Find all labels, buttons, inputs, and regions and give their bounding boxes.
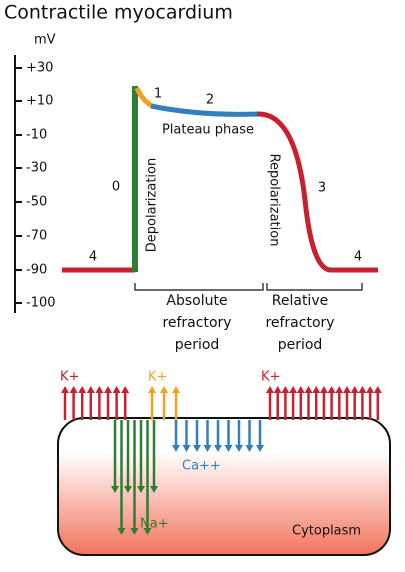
ion-arrowhead (350, 386, 359, 393)
ion-arrowhead (343, 386, 351, 393)
ion-arrowhead (245, 445, 254, 452)
ion-arrowhead (281, 386, 290, 393)
ion-arrowhead (182, 445, 191, 452)
period-label: refractory (162, 315, 231, 331)
ion-arrowhead (203, 445, 212, 452)
period-label: period (278, 337, 323, 353)
ion-label: K+ (148, 370, 167, 385)
phase-1-line (134, 86, 154, 109)
ion-arrowhead (137, 486, 145, 493)
phase-label: 2 (206, 93, 214, 108)
ion-label: Na+ (140, 517, 169, 532)
tick-label: -70 (26, 229, 47, 244)
ion-arrowhead (95, 386, 104, 393)
phase-3-line (256, 111, 378, 273)
ion-label: K+ (60, 370, 79, 385)
axis-unit: mV (34, 33, 56, 48)
tick-label: -30 (26, 161, 47, 176)
ion-arrowhead (69, 386, 78, 393)
ion-arrowhead (373, 386, 382, 393)
ion-arrowhead (327, 386, 336, 393)
ion-arrowhead (111, 486, 119, 493)
ion-arrowhead (266, 386, 274, 393)
ion-arrowhead (304, 386, 313, 393)
phase-label: 0 (112, 180, 120, 195)
ion-label: K+ (261, 370, 280, 385)
ion-arrowhead (160, 386, 168, 393)
depolarization-label: Depolarization (145, 158, 160, 252)
ion-arrowhead (224, 445, 233, 452)
ion-arrowhead (112, 386, 121, 393)
period-label: refractory (265, 315, 334, 331)
tick-label: -100 (26, 296, 56, 311)
ion-arrowhead (319, 386, 328, 393)
phase-label: 3 (318, 181, 326, 196)
plateau-label: Plateau phase (162, 123, 254, 138)
cell-label: Cytoplasm (292, 524, 361, 539)
ion-arrowhead (130, 528, 139, 535)
title: Contractile myocardium (4, 2, 233, 24)
tick-label: -10 (26, 128, 47, 143)
ion-arrowhead (256, 445, 264, 452)
ion-arrowhead (289, 386, 298, 393)
ion-arrowhead (273, 386, 282, 393)
ion-arrowhead (124, 486, 132, 493)
ion-arrowhead (366, 386, 375, 393)
tick-label: +10 (26, 94, 53, 109)
phase-label: 4 (354, 250, 362, 265)
ion-arrowhead (148, 386, 156, 393)
ion-arrowhead (214, 445, 222, 452)
tick-label: +30 (26, 61, 53, 76)
ion-label: Ca++ (182, 459, 221, 474)
ion-arrowhead (172, 445, 180, 452)
ion-arrowhead (172, 386, 180, 393)
ion-arrowhead (143, 528, 152, 535)
period-label: Relative (272, 293, 328, 309)
period-bracket (134, 283, 363, 291)
ion-arrowhead (78, 386, 87, 393)
ion-arrowhead (61, 386, 69, 393)
ion-arrowhead (312, 386, 321, 393)
ion-arrowhead (235, 445, 243, 452)
ion-arrowhead (335, 386, 344, 393)
repolarization-label: Repolarization (267, 154, 282, 247)
period-label: Absolute (166, 293, 227, 309)
ion-arrowhead (296, 386, 305, 393)
ion-arrowhead (86, 386, 95, 393)
tick-label: -90 (26, 263, 47, 278)
period-label: period (175, 337, 220, 353)
ion-arrowhead (104, 386, 112, 393)
ion-arrowhead (117, 528, 126, 535)
ion-arrowhead (150, 486, 158, 493)
tick-label: -50 (26, 195, 47, 210)
phase-2-line (150, 103, 259, 117)
phase-label: 1 (154, 87, 162, 102)
ion-arrowhead (121, 386, 130, 393)
phase-label: 4 (89, 250, 97, 265)
ion-arrowhead (358, 386, 367, 393)
ion-arrowhead (193, 445, 201, 452)
